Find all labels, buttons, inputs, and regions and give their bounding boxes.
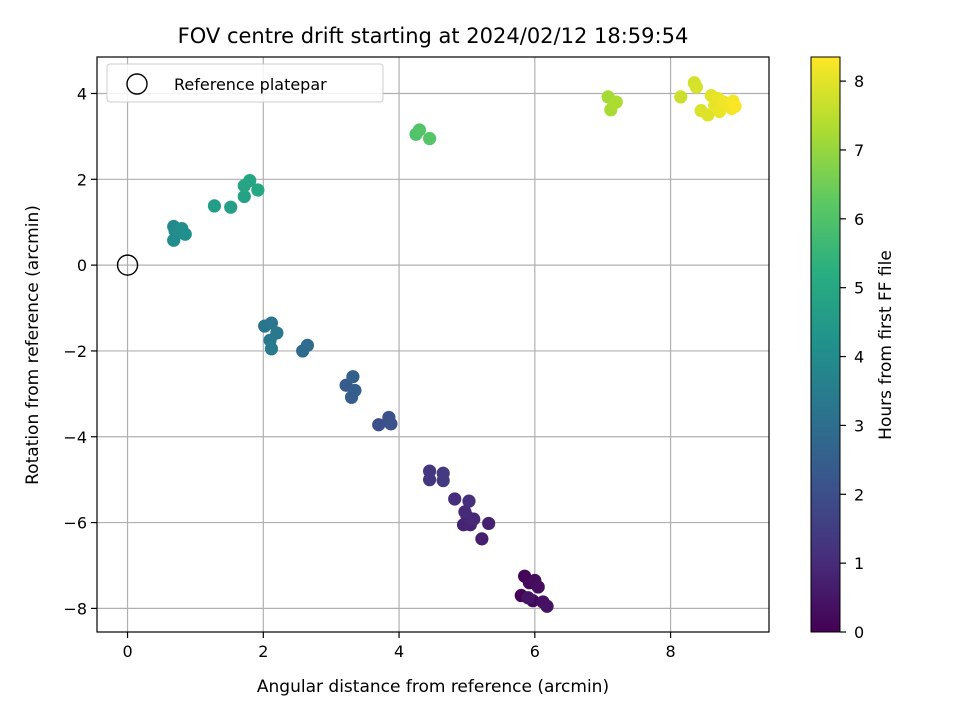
data-points bbox=[116, 76, 742, 613]
data-point bbox=[475, 532, 489, 546]
data-point bbox=[207, 199, 222, 213]
legend-box bbox=[106, 63, 384, 103]
x-axis-label: Angular distance from reference (arcmin) bbox=[257, 677, 609, 697]
data-point bbox=[264, 316, 279, 330]
data-point bbox=[251, 183, 265, 197]
data-point bbox=[458, 505, 472, 519]
data-point bbox=[674, 90, 688, 104]
y-axis-label: Rotation from reference (arcmin) bbox=[23, 205, 43, 485]
colorbar-tick-label: 5 bbox=[854, 279, 864, 298]
y-tick-label: 0 bbox=[77, 256, 87, 275]
data-point bbox=[540, 599, 554, 613]
x-tick-label: 6 bbox=[530, 642, 540, 661]
data-point bbox=[348, 383, 362, 398]
colorbar-tick-label: 3 bbox=[854, 416, 864, 435]
data-point bbox=[346, 370, 360, 384]
y-tick-label: 4 bbox=[77, 84, 87, 103]
x-tick-label: 2 bbox=[258, 642, 268, 661]
reference-marker-icon bbox=[116, 254, 139, 276]
data-point bbox=[300, 338, 315, 352]
data-point bbox=[521, 591, 535, 605]
data-point bbox=[531, 580, 545, 594]
data-point bbox=[384, 417, 398, 431]
colorbar-tick-label: 1 bbox=[854, 554, 864, 573]
x-axis-ticks: 0 2 4 6 8 bbox=[122, 632, 676, 661]
colorbar-gradient bbox=[810, 56, 841, 633]
data-point bbox=[609, 95, 623, 109]
y-tick-label: 2 bbox=[77, 170, 87, 189]
legend-marker-icon bbox=[126, 73, 148, 95]
data-point bbox=[689, 80, 703, 94]
colorbar-tick-label: 2 bbox=[854, 485, 864, 504]
colorbar-tick-label: 7 bbox=[854, 141, 864, 160]
data-point bbox=[243, 173, 257, 188]
colorbar: 0 1 2 3 4 5 6 7 8 Hours from first FF file bbox=[810, 56, 896, 642]
data-point bbox=[412, 123, 427, 137]
data-point bbox=[701, 108, 715, 122]
legend: Reference platepar bbox=[106, 63, 384, 103]
colorbar-tick-label: 6 bbox=[854, 210, 864, 229]
data-point bbox=[728, 99, 742, 113]
colorbar-ticks: 0 1 2 3 4 5 6 7 8 bbox=[840, 72, 864, 642]
x-tick-label: 8 bbox=[665, 642, 675, 661]
legend-entry: Reference platepar bbox=[174, 75, 327, 94]
colorbar-tick-label: 8 bbox=[854, 72, 864, 91]
y-tick-label: −2 bbox=[63, 342, 87, 361]
x-tick-label: 0 bbox=[122, 642, 132, 661]
colorbar-label: Hours from first FF file bbox=[876, 250, 896, 440]
data-point bbox=[224, 200, 238, 214]
y-tick-label: −6 bbox=[63, 514, 87, 533]
colorbar-tick-label: 4 bbox=[854, 348, 864, 367]
x-tick-label: 4 bbox=[394, 642, 404, 661]
data-point bbox=[237, 189, 251, 204]
colorbar-tick-label: 0 bbox=[854, 623, 864, 642]
data-point bbox=[467, 512, 481, 526]
y-tick-label: −8 bbox=[63, 599, 87, 618]
data-point bbox=[178, 227, 192, 241]
data-point bbox=[372, 418, 386, 432]
data-point bbox=[436, 473, 450, 488]
data-point bbox=[462, 494, 476, 508]
data-point bbox=[264, 342, 279, 356]
data-point bbox=[423, 473, 437, 487]
plot-frame bbox=[96, 56, 770, 633]
data-point bbox=[482, 516, 496, 531]
y-tick-label: −4 bbox=[63, 428, 87, 447]
data-point bbox=[423, 131, 437, 146]
chart-title: FOV centre drift starting at 2024/02/12 … bbox=[178, 24, 689, 48]
y-axis-ticks: −8 −6 −4 −2 0 2 4 bbox=[63, 84, 97, 618]
data-point bbox=[448, 492, 462, 506]
